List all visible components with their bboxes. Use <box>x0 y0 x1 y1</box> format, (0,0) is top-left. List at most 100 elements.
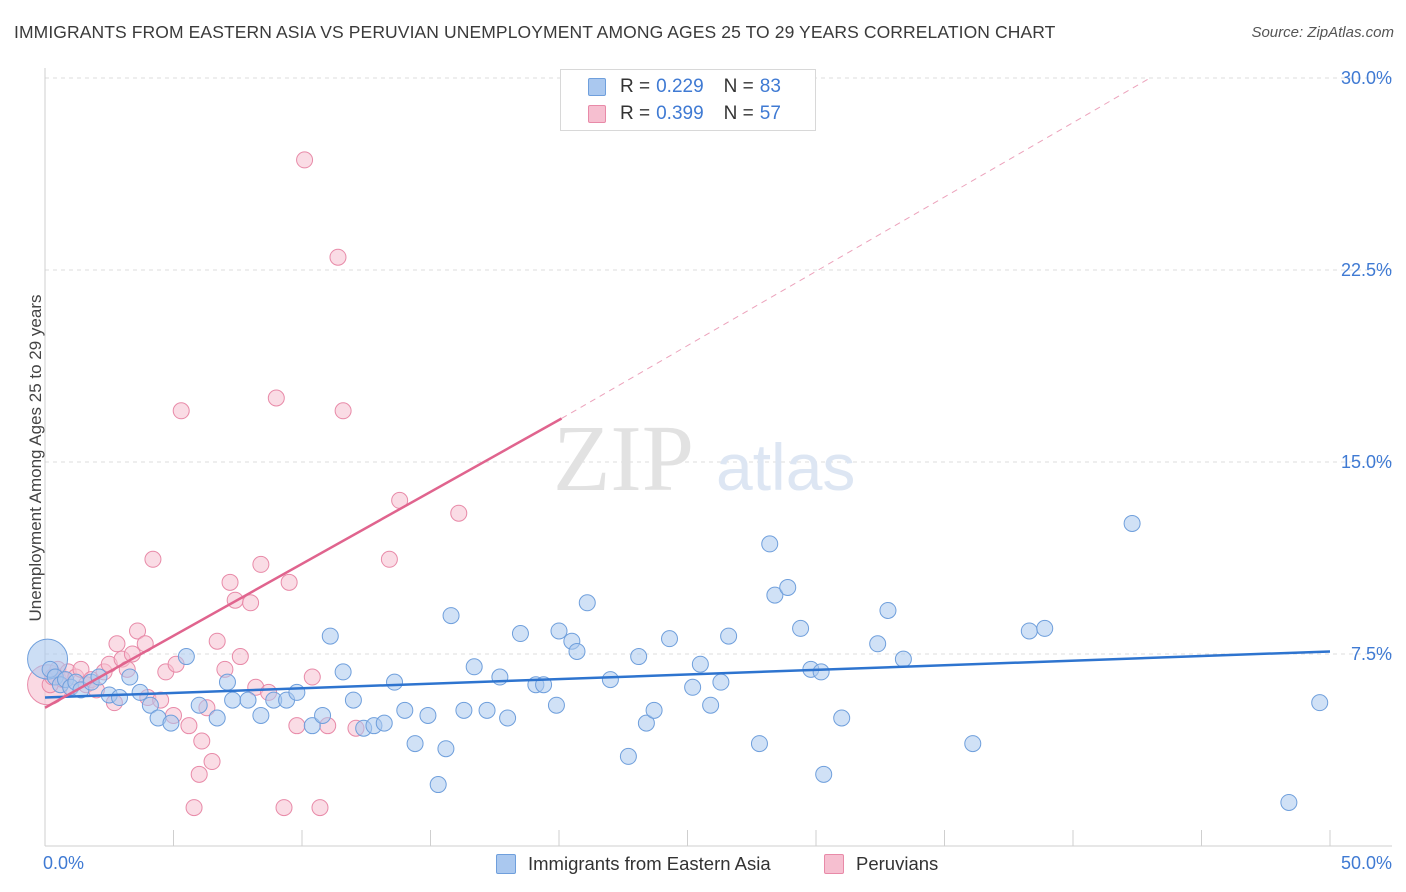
immigrants-point <box>815 765 833 783</box>
legend-swatch-pink <box>588 105 606 123</box>
immigrants-point <box>1280 793 1298 811</box>
axes <box>44 68 1392 847</box>
gridlines <box>45 77 1392 655</box>
immigrants-point <box>964 735 982 753</box>
immigrants-point <box>645 701 663 719</box>
immigrants-point <box>720 627 738 645</box>
peruvians-point <box>303 668 321 686</box>
peruvians-point <box>380 550 398 568</box>
legend-n-value: 57 <box>759 103 781 124</box>
immigrants-point <box>712 673 730 691</box>
immigrants-point <box>792 619 810 637</box>
immigrants-point <box>252 706 270 724</box>
immigrants-point <box>619 747 637 765</box>
peruvians-point <box>334 402 352 420</box>
immigrants-point <box>465 658 483 676</box>
immigrants-point <box>630 648 648 666</box>
bottom-legend-item-blue: Immigrants from Eastern Asia <box>496 852 771 876</box>
source-label: Source: ZipAtlas.com <box>1251 24 1394 41</box>
immigrants-point <box>879 601 897 619</box>
immigrants-point <box>702 696 720 714</box>
peruvians-point <box>190 765 208 783</box>
y-tick-label: 30.0% <box>1341 68 1392 88</box>
immigrants-point <box>779 578 797 596</box>
immigrants-point <box>547 696 565 714</box>
immigrants-point <box>111 689 129 707</box>
watermark-atlas: atlas <box>716 430 855 504</box>
immigrants-point <box>303 717 321 735</box>
y-tick-label: 22.5% <box>1341 260 1392 280</box>
peruvians-point <box>208 632 226 650</box>
peruvians-point <box>221 573 239 591</box>
immigrants-point <box>1020 622 1038 640</box>
peruvians-point <box>129 622 147 640</box>
bottom-legend-label-pink: Peruvians <box>856 853 939 874</box>
trend-line-immigrants <box>44 650 1331 699</box>
immigrants-point <box>429 776 447 794</box>
immigrants-point <box>499 709 517 727</box>
stats-legend: R = 0.229 N = 83 R = 0.399 N = 57 <box>560 69 816 131</box>
trend-lines <box>44 77 1331 709</box>
immigrants-point <box>419 706 437 724</box>
peruvians-point <box>185 799 203 817</box>
immigrants-point <box>455 701 473 719</box>
immigrants-point <box>833 709 851 727</box>
immigrants-point <box>894 650 912 668</box>
peruvians-point <box>275 799 293 817</box>
immigrants-point <box>162 714 180 732</box>
trend-line-peruvians <box>44 417 563 709</box>
x-tick-label-min: 0.0% <box>43 853 84 873</box>
peruvians-point <box>296 151 314 169</box>
immigrants-point <box>691 655 709 673</box>
immigrants-point <box>1311 694 1329 712</box>
immigrants-point <box>177 648 195 666</box>
y-tick-label: 7.5% <box>1351 644 1392 664</box>
peruvians-point <box>180 717 198 735</box>
immigrants-point <box>218 673 236 691</box>
immigrants-point <box>437 740 455 758</box>
legend-r-value: 0.399 <box>656 103 704 124</box>
immigrants-point <box>1036 619 1054 637</box>
immigrants-point <box>190 696 208 714</box>
bottom-legend-swatch-pink <box>824 854 844 874</box>
immigrants-point <box>750 735 768 753</box>
peruvians-point <box>144 550 162 568</box>
peruvians-point <box>280 573 298 591</box>
chart-title: IMMIGRANTS FROM EASTERN ASIA VS PERUVIAN… <box>14 22 1056 42</box>
series-immigrants-eastern-asia <box>27 514 1329 811</box>
immigrants-point <box>761 535 779 553</box>
immigrants-point <box>478 701 496 719</box>
peruvians-point <box>203 753 221 771</box>
legend-row-blue: R = 0.229 N = 83 <box>588 75 781 99</box>
x-tick-labels: 0.0% 50.0% <box>43 853 1392 873</box>
immigrants-point <box>344 691 362 709</box>
immigrants-point <box>550 622 568 640</box>
immigrants-point <box>239 691 257 709</box>
peruvians-point <box>108 635 126 653</box>
peruvians-point <box>193 732 211 750</box>
peruvians-point <box>242 594 260 612</box>
legend-r-label: R = <box>620 76 651 97</box>
bottom-legend-swatch-blue <box>496 854 516 874</box>
immigrants-point <box>288 683 306 701</box>
immigrants-point <box>568 642 586 660</box>
peruvians-point <box>450 504 468 522</box>
immigrants-point <box>1123 514 1141 532</box>
peruvians-point <box>288 717 306 735</box>
bottom-legend-item-pink: Peruvians <box>824 852 938 876</box>
peruvians-point <box>252 555 270 573</box>
watermark: ZIP atlas <box>553 407 855 511</box>
immigrants-point <box>141 696 159 714</box>
y-axis-label: Unemployment Among Ages 25 to 29 years <box>26 294 45 622</box>
x-tick-label-max: 50.0% <box>1341 853 1392 873</box>
immigrants-point <box>375 714 393 732</box>
legend-r-value: 0.229 <box>656 76 704 97</box>
immigrants-point <box>131 683 149 701</box>
legend-row-pink: R = 0.399 N = 57 <box>588 102 781 126</box>
immigrants-point <box>314 706 332 724</box>
peruvians-point <box>172 402 190 420</box>
immigrants-point <box>578 594 596 612</box>
immigrants-point <box>766 586 784 604</box>
immigrants-point <box>321 627 339 645</box>
